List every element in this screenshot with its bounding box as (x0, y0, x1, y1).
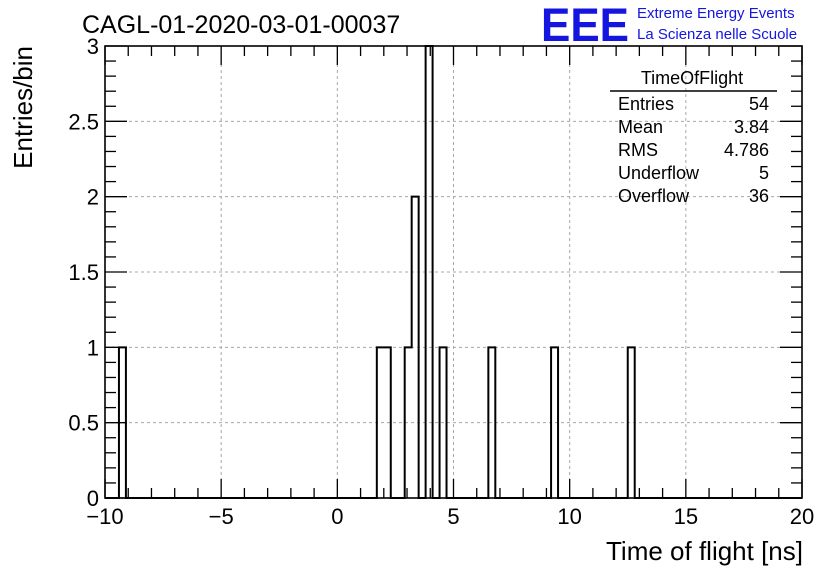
logo-mark: EEE (541, 0, 629, 51)
stats-box: TimeOfFlight Entries 54 Mean 3.84 RMS 4.786 Un… (610, 68, 777, 206)
y-tick-label: 0 (87, 486, 99, 511)
stats-title: TimeOfFlight (641, 68, 743, 88)
stats-value: 36 (749, 186, 769, 206)
x-tick-label: −10 (86, 504, 123, 529)
histogram-outline (105, 45, 802, 499)
tick-labels: −10 −5 0 5 10 15 20 0 0.5 1 1.5 2 2.5 3 (68, 34, 814, 529)
stats-label: Overflow (618, 186, 690, 206)
logo-line-2: La Scienza nelle Scuole (637, 26, 797, 43)
stats-value: 54 (749, 94, 769, 114)
x-tick-label: 5 (447, 504, 459, 529)
y-tick-label: 3 (87, 34, 99, 59)
grid-lines (105, 46, 802, 498)
x-axis-label: Time of flight [ns] (606, 536, 803, 566)
logo-line-1: Extreme Energy Events (637, 5, 795, 22)
histogram-bars (105, 45, 802, 499)
stats-value: 5 (759, 163, 769, 183)
y-tick-label: 1.5 (68, 260, 99, 285)
y-tick-label: 2.5 (68, 109, 99, 134)
x-tick-label: 0 (331, 504, 343, 529)
stats-label: RMS (618, 140, 658, 160)
stats-label: Mean (618, 117, 663, 137)
y-tick-label: 0.5 (68, 411, 99, 436)
stats-value: 3.84 (734, 117, 769, 137)
x-tick-label: 15 (674, 504, 698, 529)
y-axis-label: Entries/bin (8, 46, 38, 169)
y-tick-label: 1 (87, 335, 99, 360)
x-tick-label: −5 (209, 504, 234, 529)
x-tick-label: 20 (790, 504, 814, 529)
eee-logo: EEE Extreme Energy Events La Scienza nel… (541, 0, 797, 51)
x-tick-label: 10 (557, 504, 581, 529)
chart-title: CAGL-01-2020-03-01-00037 (82, 11, 400, 39)
stats-label: Entries (618, 94, 674, 114)
plot-frame (104, 45, 803, 499)
y-tick-label: 2 (87, 185, 99, 210)
stats-label: Underflow (618, 163, 700, 183)
stats-value: 4.786 (724, 140, 769, 160)
